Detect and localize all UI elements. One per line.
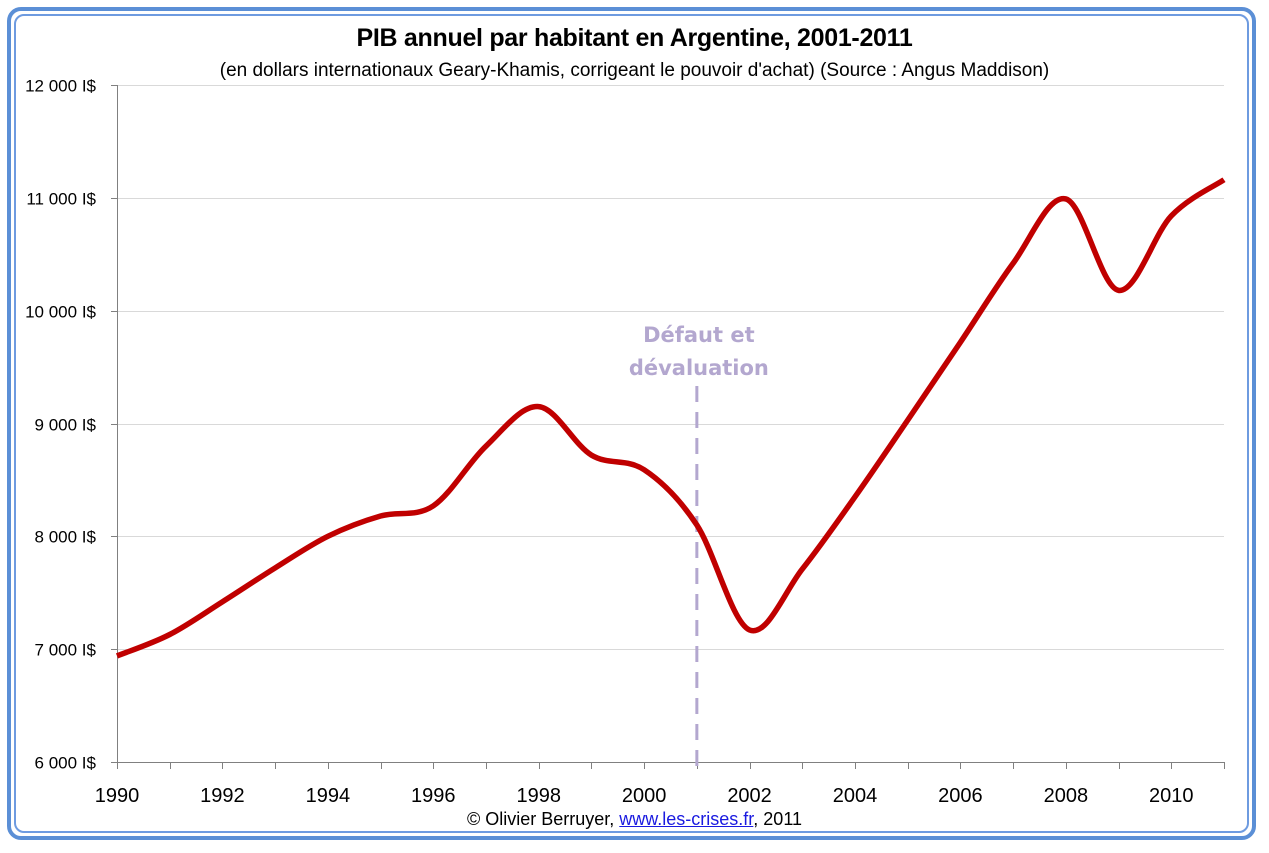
- y-tick-label: 6 000 I$: [35, 754, 97, 773]
- y-tick-label: 12 000 I$: [25, 77, 96, 96]
- gridlines: [117, 85, 1224, 650]
- chart-frame-outer: [7, 7, 1256, 840]
- x-tick-label: 2000: [622, 785, 667, 807]
- annotations: Défaut et dévaluation: [629, 323, 769, 770]
- chart-title: PIB annuel par habitant en Argentine, 20…: [356, 24, 913, 52]
- chart-subtitle: (en dollars internationaux Geary-Khamis,…: [219, 60, 1050, 81]
- credit-author: © Olivier Berruyer,: [466, 809, 620, 829]
- x-tick-label: 1990: [95, 785, 140, 807]
- x-tick-label: 2002: [727, 785, 772, 807]
- credit-website-link[interactable]: www.les-crises.fr: [619, 809, 754, 829]
- credit-year: , 2011: [753, 809, 803, 829]
- x-tick-label: 2010: [1149, 785, 1194, 807]
- credit-line: © Olivier Berruyer, www.les-crises.fr, 2…: [0, 809, 1269, 830]
- y-tick-label: 8 000 I$: [35, 528, 97, 547]
- y-tick-label: 10 000 I$: [25, 303, 96, 322]
- annotation-label-line: Défaut et: [643, 323, 755, 347]
- x-tick-label: 1994: [306, 785, 351, 807]
- x-tick-label: 2008: [1044, 785, 1089, 807]
- chart-frame-inner: [14, 14, 1249, 833]
- x-tick-label: 1996: [411, 785, 456, 807]
- x-tick-label: 1992: [200, 785, 245, 807]
- x-tick-label: 1998: [516, 785, 561, 807]
- y-axis: 6 000 I$ 7 000 I$ 8 000 I$ 9 000 I$ 10 000 I…: [25, 77, 118, 773]
- series-line-pib-par-habitant: [115, 177, 1226, 659]
- x-tick-label: 2004: [833, 785, 878, 807]
- x-axis: 1990 1992 1994 1996 1998 2000 2002 2004 2006 2008…: [95, 762, 1225, 807]
- y-tick-label: 9 000 I$: [35, 416, 97, 435]
- annotation-label-line: dévaluation: [629, 356, 769, 380]
- y-tick-label: 7 000 I$: [35, 641, 97, 660]
- y-tick-label: 11 000 I$: [26, 190, 96, 209]
- x-tick-label: 2006: [938, 785, 983, 807]
- series-group: [115, 177, 1226, 659]
